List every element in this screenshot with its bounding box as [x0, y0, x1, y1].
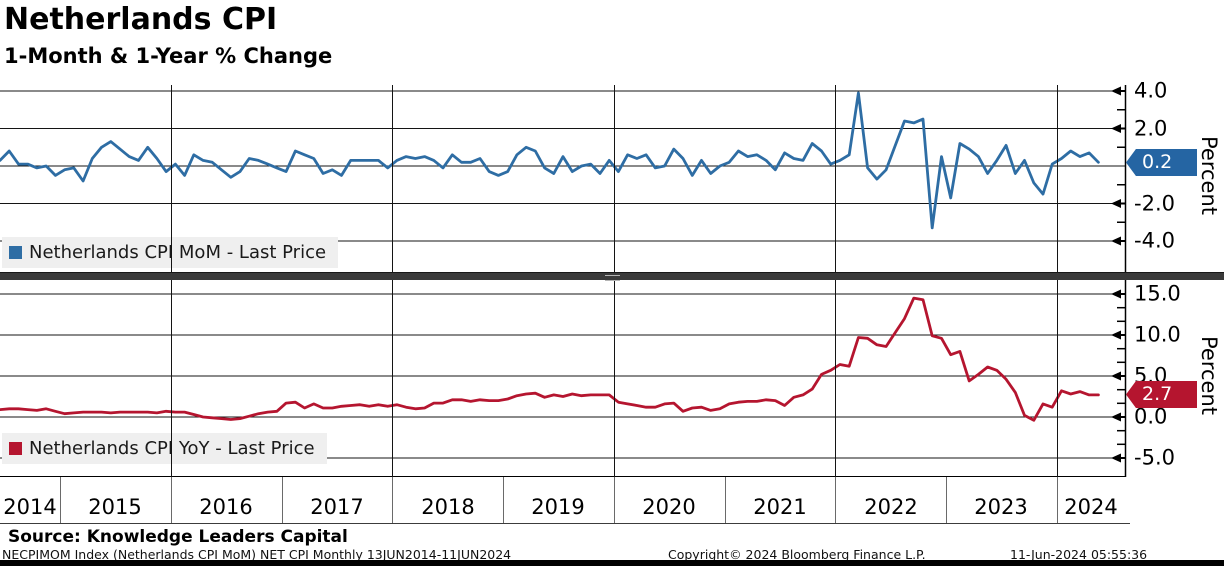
y-tick-label: 4.0: [1134, 78, 1168, 103]
y-tick-label: 2.0: [1134, 116, 1168, 141]
legend-cpi-mom[interactable]: Netherlands CPI MoM - Last Price: [2, 237, 339, 268]
year-separator: [503, 477, 504, 523]
year-separator: [1057, 477, 1058, 523]
y-tick-label: 10.0: [1134, 322, 1181, 347]
x-tick-year-label: 2021: [753, 495, 807, 519]
year-separator: [835, 477, 836, 523]
year-separator: [614, 477, 615, 523]
year-separator: [60, 477, 61, 523]
y-tick-label: -2.0: [1134, 191, 1175, 216]
year-gridline: [392, 280, 393, 477]
x-tick-year-label: 2023: [974, 495, 1028, 519]
year-separator: [171, 477, 172, 523]
x-tick-year-label: 2015: [88, 495, 142, 519]
panel-resize-handle-icon[interactable]: [605, 275, 620, 281]
x-tick-year-label: 2019: [531, 495, 585, 519]
yoy-legend-swatch-icon: [9, 442, 22, 455]
year-gridline: [835, 280, 836, 477]
panel-divider: [0, 272, 1224, 281]
page-title: Netherlands CPI: [4, 2, 278, 37]
x-tick-year-label: 2017: [310, 495, 364, 519]
mom-legend-swatch-icon: [9, 246, 22, 259]
timestamp: 11-Jun-2024 05:55:36: [1010, 547, 1148, 562]
x-tick-year-label: 2016: [199, 495, 253, 519]
year-gridline: [614, 85, 615, 272]
x-axis-years: 2014 2015 2016 2017 2018 2019 2020 2021 2022 2023…: [0, 477, 1224, 523]
last-price-badge-mom: 0.2: [1126, 149, 1197, 176]
x-tick-year-label: 2024: [1064, 495, 1118, 519]
year-gridline: [392, 85, 393, 272]
y-axis-title-bottom: Percent: [1197, 336, 1221, 416]
x-tick-year-label: 2020: [642, 495, 696, 519]
x-tick-year-label: 2014: [3, 495, 57, 519]
y-axis-title-top: Percent: [1197, 136, 1221, 216]
year-separator: [392, 477, 393, 523]
year-separator: [725, 477, 726, 523]
y-tick-label: 15.0: [1134, 281, 1181, 306]
source-credit: Source: Knowledge Leaders Capital: [8, 527, 348, 547]
page-subtitle: 1-Month & 1-Year % Change: [4, 44, 333, 68]
year-separator: [946, 477, 947, 523]
year-gridline: [614, 280, 615, 477]
panel-cpi-mom: Netherlands CPI MoM - Last Price 0.2 Per…: [0, 79, 1224, 272]
y-tick-label: -5.0: [1134, 445, 1175, 470]
y-tick-label: 0.0: [1134, 404, 1168, 429]
copyright-notice: Copyright© 2024 Bloomberg Finance L.P.: [668, 547, 926, 562]
year-gridline: [171, 280, 172, 477]
year-separator: [282, 477, 283, 523]
year-gridline: [835, 85, 836, 272]
x-tick-year-label: 2022: [864, 495, 918, 519]
year-gridline: [1057, 85, 1058, 272]
bottom-black-bar: [0, 560, 1224, 566]
year-gridline: [171, 85, 172, 272]
ticker-description: NECPIMOM Index (Netherlands CPI MoM) NET…: [2, 547, 512, 562]
y-tick-label: -4.0: [1134, 228, 1175, 253]
last-price-badge-yoy: 2.7: [1126, 381, 1197, 408]
x-tick-year-label: 2018: [421, 495, 475, 519]
panel-cpi-yoy: Netherlands CPI YoY - Last Price 2.7 Per…: [0, 280, 1224, 477]
legend-label: Netherlands CPI MoM - Last Price: [29, 242, 327, 263]
x-axis-bottom-rule: [0, 523, 1130, 524]
legend-cpi-yoy[interactable]: Netherlands CPI YoY - Last Price: [2, 433, 327, 464]
year-gridline: [1057, 280, 1058, 477]
